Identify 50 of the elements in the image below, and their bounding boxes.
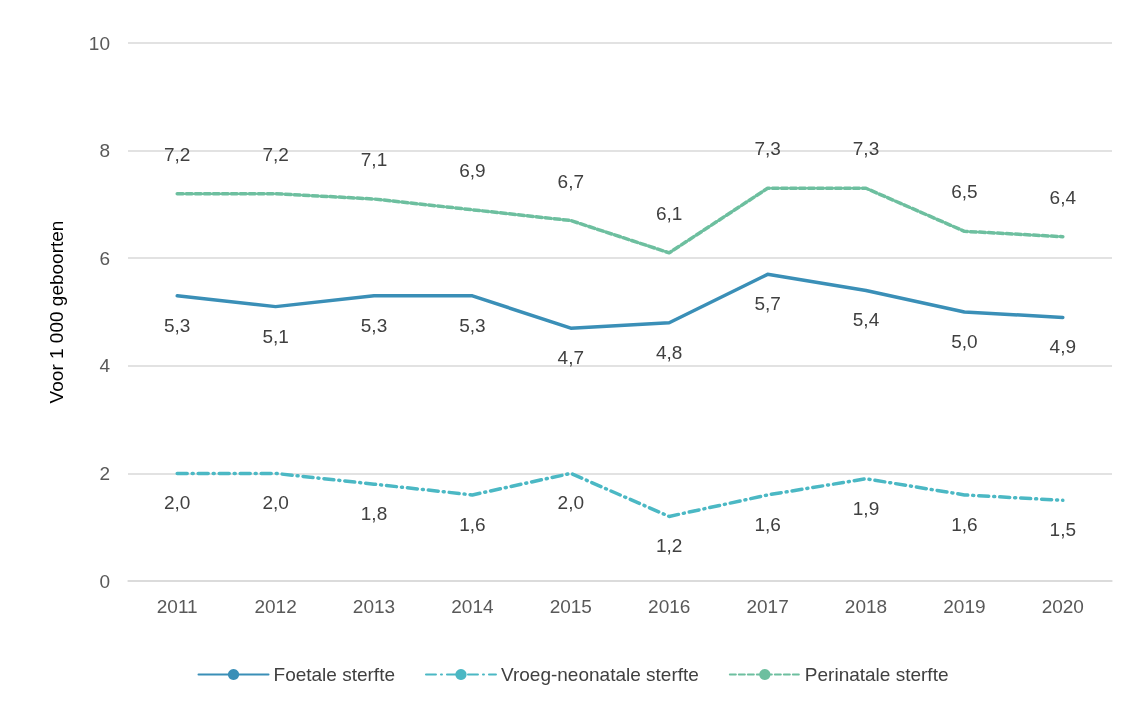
data-label: 2,0 — [262, 492, 289, 514]
data-label: 6,4 — [1049, 186, 1077, 208]
x-tick-label: 2011 — [156, 596, 198, 617]
data-label: 1,6 — [951, 513, 978, 535]
legend-label: Foetale sterfte — [273, 664, 395, 685]
y-tick-label: 0 — [99, 570, 110, 592]
data-label: 1,6 — [459, 513, 486, 535]
data-label: 1,8 — [360, 503, 388, 525]
x-tick-label: 2017 — [746, 596, 789, 617]
data-label: 6,1 — [655, 202, 683, 224]
legend-label: Vroeg-neonatale sterfte — [500, 664, 699, 685]
x-tick-label: 2018 — [844, 596, 888, 617]
data-label: 5,0 — [951, 331, 978, 352]
data-label: 6,5 — [951, 181, 978, 203]
data-label: 4,7 — [557, 347, 585, 369]
data-label: 2,0 — [163, 492, 191, 514]
data-label: 5,3 — [459, 314, 486, 336]
data-label: 7,3 — [754, 138, 781, 160]
y-tick-label: 2 — [99, 462, 110, 484]
data-label: 7,1 — [360, 149, 388, 171]
data-label: 1,9 — [852, 497, 880, 519]
x-tick-label: 2016 — [648, 596, 691, 617]
data-label: 6,7 — [557, 170, 585, 192]
y-tick-label: 10 — [88, 32, 110, 54]
x-tick-label: 2012 — [254, 596, 297, 617]
data-label: 5,1 — [262, 325, 289, 347]
data-label: 6,9 — [459, 159, 486, 181]
x-tick-label: 2019 — [943, 596, 986, 617]
x-tick-label: 2020 — [1041, 596, 1084, 617]
data-label: 5,4 — [852, 309, 880, 331]
data-label: 5,7 — [754, 293, 781, 315]
data-label: 5,3 — [163, 314, 191, 336]
legend-label: Perinatale sterfte — [804, 664, 949, 685]
y-tick-label: 6 — [99, 247, 110, 269]
x-tick-label: 2013 — [352, 596, 396, 617]
data-label: 1,5 — [1049, 519, 1077, 541]
data-label: 7,2 — [262, 143, 289, 165]
x-tick-label: 2015 — [549, 596, 592, 617]
x-tick-label: 2014 — [451, 596, 494, 617]
data-label: 1,2 — [655, 535, 683, 557]
data-label: 7,2 — [163, 143, 191, 165]
data-label: 4,9 — [1049, 336, 1077, 358]
y-axis-title: Voor 1 000 geboorten — [46, 220, 67, 404]
y-tick-label: 4 — [99, 355, 111, 377]
data-label: 7,3 — [852, 138, 880, 160]
data-label: 4,8 — [655, 341, 683, 363]
data-label: 2,0 — [557, 492, 585, 514]
y-tick-label: 8 — [99, 140, 110, 162]
data-label: 1,6 — [754, 513, 781, 535]
data-label: 5,3 — [360, 314, 388, 336]
